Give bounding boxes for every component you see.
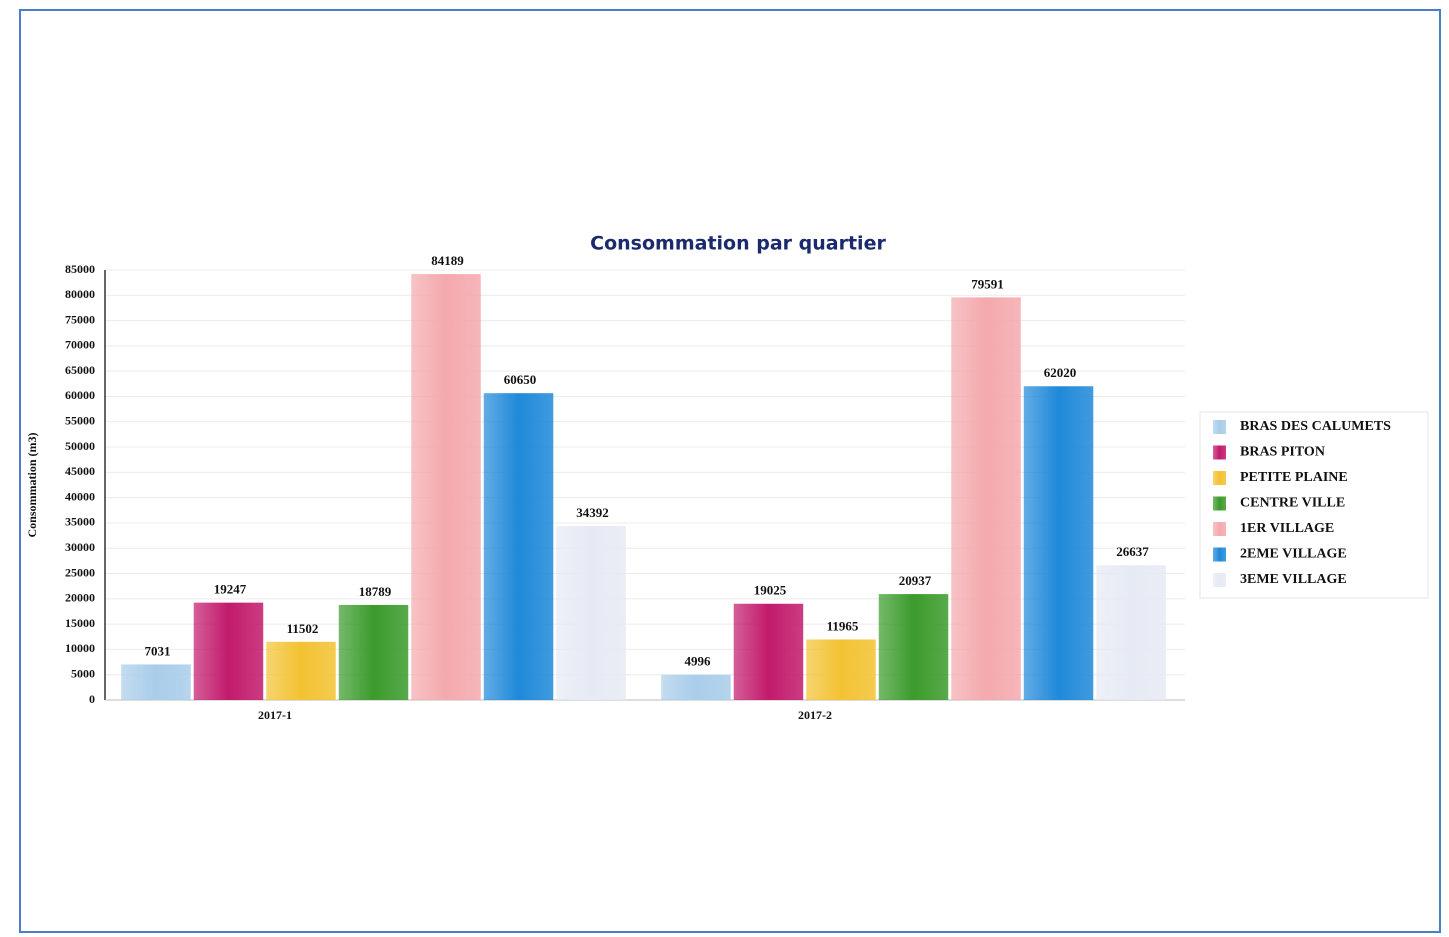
- y-tick-label: 45000: [65, 464, 95, 478]
- legend-swatch: [1213, 522, 1226, 536]
- y-tick-label: 60000: [65, 388, 95, 402]
- chart-title: Consommation par quartier: [590, 233, 886, 255]
- y-axis-label: Consommation (m3): [25, 433, 39, 538]
- y-tick-label: 85000: [65, 262, 95, 276]
- bar: [266, 641, 336, 700]
- value-label: 7031: [144, 643, 170, 658]
- value-label: 34392: [576, 505, 609, 520]
- y-tick-label: 55000: [65, 414, 95, 428]
- legend-label: 2EME VILLAGE: [1240, 547, 1347, 562]
- legend-label: 3EME VILLAGE: [1240, 572, 1347, 587]
- y-tick-label: 40000: [65, 489, 95, 503]
- bar: [556, 526, 626, 700]
- value-label: 79591: [971, 276, 1004, 291]
- page-frame: [19, 9, 1441, 933]
- y-tick-label: 5000: [71, 666, 95, 680]
- value-label: 60650: [504, 372, 537, 387]
- legend-swatch: [1213, 547, 1226, 562]
- bar: [411, 274, 481, 700]
- y-tick-label: 70000: [65, 338, 95, 352]
- legend-swatch: [1213, 420, 1226, 434]
- y-tick-label: 15000: [65, 616, 95, 630]
- legend-label: PETITE PLAINE: [1240, 470, 1348, 485]
- bar: [338, 604, 409, 700]
- bar: [661, 674, 731, 700]
- legend-label: BRAS DES CALUMETS: [1240, 419, 1391, 434]
- bar: [483, 393, 554, 700]
- value-label: 19247: [214, 582, 247, 597]
- x-tick-label: 2017-1: [258, 708, 292, 722]
- y-tick-label: 25000: [65, 565, 95, 579]
- value-label: 20937: [899, 573, 932, 588]
- legend-box: [1199, 411, 1429, 599]
- value-label: 11965: [827, 618, 859, 633]
- bar: [1096, 565, 1166, 700]
- legend-swatch: [1213, 573, 1226, 587]
- x-tick-label: 2017-2: [798, 708, 832, 722]
- bar: [806, 639, 876, 700]
- y-tick-label: 65000: [65, 363, 95, 377]
- bar: [193, 602, 264, 700]
- value-label: 62020: [1044, 365, 1077, 380]
- bar: [121, 664, 191, 700]
- value-label: 11502: [287, 621, 319, 636]
- value-label: 26637: [1116, 544, 1149, 559]
- y-tick-label: 75000: [65, 312, 95, 326]
- bar: [1023, 386, 1094, 700]
- value-label: 84189: [431, 253, 464, 268]
- legend-label: CENTRE VILLE: [1240, 496, 1345, 511]
- legend-swatch: [1213, 496, 1226, 511]
- bar: [951, 297, 1021, 700]
- legend-swatch: [1213, 445, 1226, 460]
- y-tick-label: 30000: [65, 540, 95, 554]
- y-tick-label: 0: [89, 692, 95, 706]
- legend-label: 1ER VILLAGE: [1240, 521, 1334, 536]
- bar: [733, 603, 804, 700]
- legend-label: BRAS PITON: [1240, 445, 1325, 460]
- value-label: 18789: [359, 584, 392, 599]
- bar: [878, 594, 949, 700]
- y-tick-label: 20000: [65, 591, 95, 605]
- legend-swatch: [1213, 471, 1226, 485]
- y-tick-label: 80000: [65, 287, 95, 301]
- y-tick-label: 35000: [65, 515, 95, 529]
- y-tick-label: 10000: [65, 641, 95, 655]
- y-tick-label: 50000: [65, 439, 95, 453]
- value-label: 4996: [684, 654, 711, 669]
- value-label: 19025: [754, 583, 787, 598]
